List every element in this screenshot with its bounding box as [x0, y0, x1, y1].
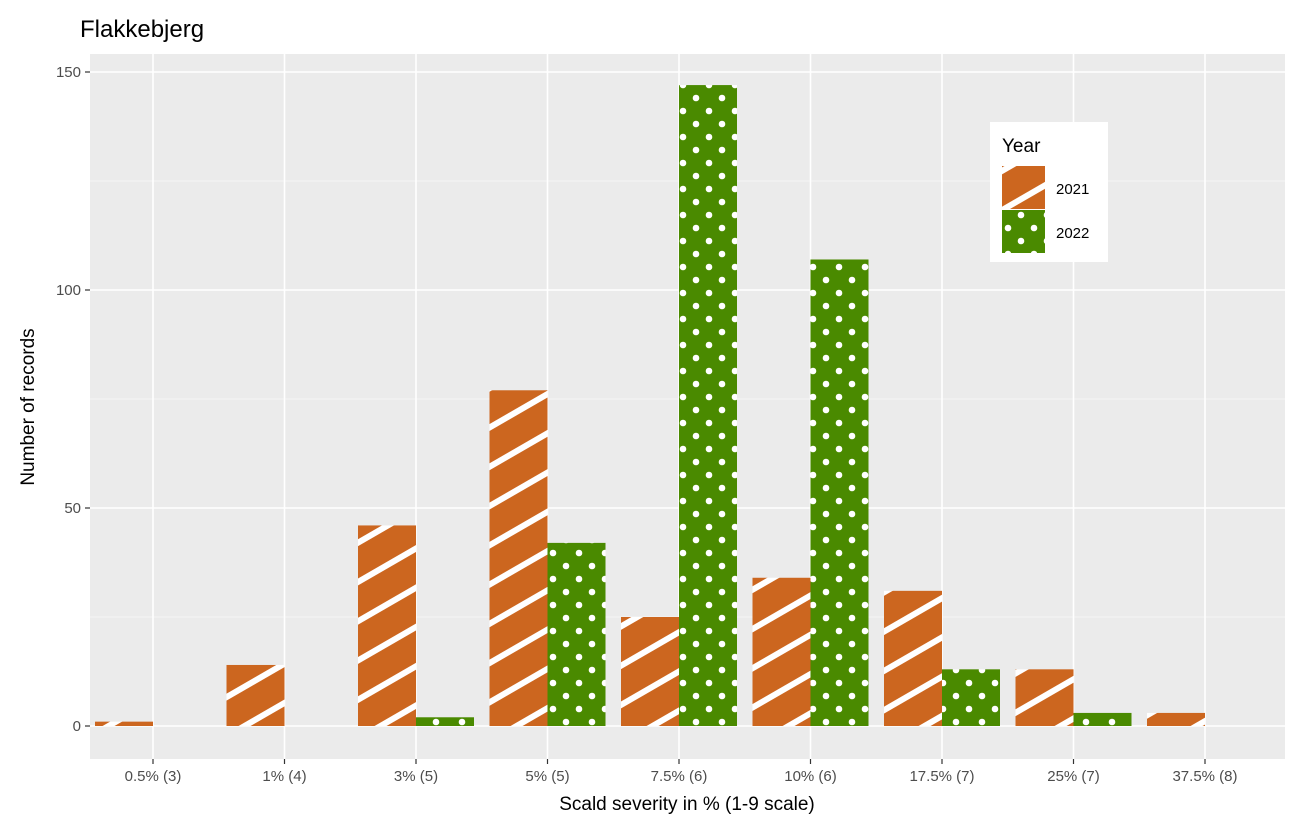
bar-2021-4	[621, 617, 679, 726]
y-axis: 0 50 100 150	[56, 64, 90, 735]
x-tick-label: 3% (5)	[394, 768, 438, 785]
bar-2021-2	[358, 525, 416, 726]
legend-label-2022: 2022	[1056, 225, 1089, 242]
bar-2022-4	[679, 85, 737, 726]
bar-2022-3	[547, 542, 606, 726]
bar-2021-7	[1015, 669, 1074, 726]
x-tick-label: 0.5% (3)	[125, 768, 182, 785]
x-tick-label: 1% (4)	[262, 768, 306, 785]
x-tick-label: 10% (6)	[784, 768, 837, 785]
legend-swatch-2022	[1002, 210, 1045, 253]
bar-2021-6	[884, 590, 942, 726]
legend-swatch-2021	[1002, 166, 1045, 209]
x-tick-label: 25% (7)	[1047, 768, 1100, 785]
bar-2022-5	[810, 259, 869, 726]
bars	[95, 85, 1205, 726]
bar-2021-1	[226, 664, 285, 726]
x-axis-title: Scald severity in % (1-9 scale)	[559, 794, 815, 815]
x-axis: 0.5% (3) 1% (4) 3% (5) 5% (5) 7.5% (6) 10% (6…	[125, 759, 1238, 785]
x-tick-label: 5% (5)	[525, 768, 569, 785]
y-tick-label: 50	[64, 500, 81, 517]
bar-2021-8	[1147, 712, 1205, 726]
y-tick-label: 150	[56, 64, 81, 81]
y-tick-label: 100	[56, 282, 81, 299]
x-tick-label: 17.5% (7)	[909, 768, 974, 785]
x-tick-label: 7.5% (6)	[651, 768, 708, 785]
chart-title: Flakkebjerg	[80, 16, 204, 43]
legend-label-2021: 2021	[1056, 181, 1089, 198]
x-tick-label: 37.5% (8)	[1172, 768, 1237, 785]
y-axis-title: Number of records	[18, 328, 39, 485]
legend: Year 2021 2022	[990, 122, 1108, 262]
bar-2021-3	[489, 390, 548, 726]
legend-title: Year	[1002, 136, 1041, 157]
bar-2021-5	[752, 577, 811, 726]
y-tick-label: 0	[73, 718, 81, 735]
bar-2021-0	[95, 721, 153, 726]
bar-2022-6	[942, 669, 1000, 726]
bar-2022-2	[416, 717, 474, 726]
bar-2022-7	[1073, 712, 1132, 726]
